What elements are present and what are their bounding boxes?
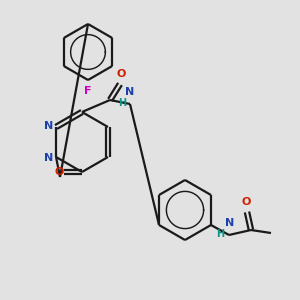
- Text: F: F: [84, 86, 92, 96]
- Text: H: H: [216, 229, 224, 239]
- Text: O: O: [241, 197, 251, 207]
- Text: O: O: [116, 69, 126, 79]
- Text: N: N: [125, 87, 135, 97]
- Text: H: H: [118, 98, 126, 108]
- Text: O: O: [54, 167, 64, 177]
- Text: N: N: [44, 153, 54, 163]
- Text: N: N: [225, 218, 235, 228]
- Text: N: N: [44, 121, 54, 131]
